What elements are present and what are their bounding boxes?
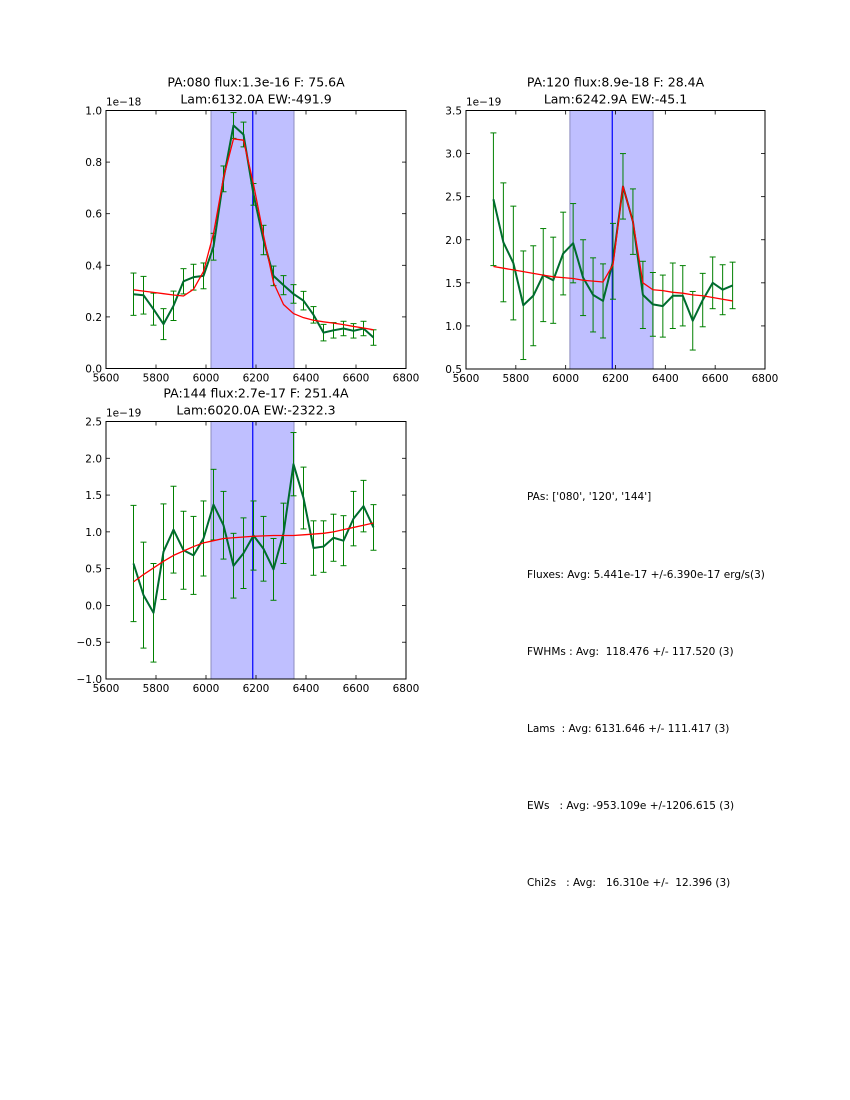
y-tick-label: 0.8 xyxy=(85,157,102,169)
summary-text-block: PAs: ['080', '120', '144'] Fluxes: Avg: … xyxy=(527,434,765,922)
x-tick-label: 6400 xyxy=(652,373,679,385)
x-tick-label: 6800 xyxy=(393,683,420,695)
panel-2: 5600 5800 6000 6200 6400 6600 6800 0.5 1.0 1.5 2.0… xyxy=(445,75,778,386)
series-fit-line xyxy=(133,138,374,331)
x-tick-label: 5600 xyxy=(93,373,120,385)
y-tick-label: 1.0 xyxy=(85,527,102,539)
y-tick-label: −1.0 xyxy=(77,674,103,686)
x-tick-label: 6800 xyxy=(752,373,779,385)
y-tick-label: 1.5 xyxy=(445,278,462,290)
y-offset-label: 1e−18 xyxy=(106,97,141,109)
x-tick-label: 5800 xyxy=(143,683,170,695)
x-tick-label: 5800 xyxy=(143,373,170,385)
panel-3: 5600 5800 6000 6200 6400 6600 6800 −1.0 −0.5 0.0 0… xyxy=(77,386,420,696)
series-data-line xyxy=(133,124,375,339)
x-tick-label: 5600 xyxy=(93,683,120,695)
series-fit-line xyxy=(493,185,733,302)
x-tick-label: 6000 xyxy=(193,683,220,695)
plot-area xyxy=(130,112,377,346)
y-offset-label: 1e−19 xyxy=(106,408,141,420)
x-tick-label: 6800 xyxy=(393,373,420,385)
summary-ews: EWs : Avg: -953.109e +/-1206.615 (3) xyxy=(527,799,735,812)
error-bar xyxy=(130,272,137,316)
summary-fluxes: Fluxes: Avg: 5.441e-17 +/-6.390e-17 erg/… xyxy=(527,568,765,581)
y-tick-label: 0.0 xyxy=(85,600,102,612)
panel-title-line2: Lam:6132.0A EW:-491.9 xyxy=(180,92,331,107)
panel-title-line2: Lam:6020.0A EW:-2322.3 xyxy=(176,403,335,418)
y-tick-label: 0.2 xyxy=(85,312,102,324)
y-tick-label: 0.4 xyxy=(85,260,102,272)
y-tick-label: 1.0 xyxy=(85,106,102,118)
series-data-line xyxy=(132,463,375,614)
panel-title-line2: Lam:6242.9A EW:-45.1 xyxy=(544,92,687,107)
y-offset-label: 1e−19 xyxy=(466,97,501,109)
summary-lams: Lams : Avg: 6131.646 +/- 111.417 (3) xyxy=(527,722,730,735)
plot-area xyxy=(130,432,377,663)
y-tick-label: 0.5 xyxy=(85,564,102,576)
x-tick-label: 6200 xyxy=(602,373,629,385)
y-tick-label: 0.0 xyxy=(85,364,102,376)
y-tick-label: 2.0 xyxy=(85,453,102,465)
summary-fwhms: FWHMs : Avg: 118.476 +/- 117.520 (3) xyxy=(527,645,734,658)
y-tick-label: 3.5 xyxy=(445,106,462,118)
x-tick-label: 6200 xyxy=(243,683,270,695)
x-tick-label: 5600 xyxy=(453,373,480,385)
y-tick-label: 1.0 xyxy=(445,321,462,333)
y-tick-label: 0.6 xyxy=(85,209,102,221)
y-tick-label: 2.5 xyxy=(85,417,102,429)
panel-title-line1: PA:144 flux:2.7e-17 F: 251.4A xyxy=(163,386,349,401)
y-tick-label: −0.5 xyxy=(77,637,103,649)
series-fit-line xyxy=(133,522,374,583)
x-tick-label: 6600 xyxy=(343,683,370,695)
x-tick-label: 6600 xyxy=(702,373,729,385)
x-tick-label: 6000 xyxy=(552,373,579,385)
x-tick-label: 6400 xyxy=(293,683,320,695)
x-tick-label: 6200 xyxy=(243,373,270,385)
x-tick-label: 6000 xyxy=(193,373,220,385)
y-tick-label: 1.5 xyxy=(85,490,102,502)
x-tick-label: 6600 xyxy=(343,373,370,385)
y-tick-label: 2.5 xyxy=(445,192,462,204)
panel-title-line1: PA:120 flux:8.9e-18 F: 28.4A xyxy=(527,75,705,90)
y-tick-label: 3.0 xyxy=(445,149,462,161)
panel-title-line1: PA:080 flux:1.3e-16 F: 75.6A xyxy=(167,75,345,90)
summary-pas: PAs: ['080', '120', '144'] xyxy=(527,491,652,504)
y-tick-label: 2.0 xyxy=(445,235,462,247)
summary-chi2s: Chi2s : Avg: 16.310e +/- 12.396 (3) xyxy=(527,876,731,889)
plot-area xyxy=(490,132,736,361)
x-tick-label: 5800 xyxy=(502,373,529,385)
panel-1: 5600 5800 6000 6200 6400 6600 6800 0.0 0.2 0.4 0.6… xyxy=(85,75,419,385)
x-tick-label: 6400 xyxy=(293,373,320,385)
y-tick-label: 0.5 xyxy=(445,364,462,376)
